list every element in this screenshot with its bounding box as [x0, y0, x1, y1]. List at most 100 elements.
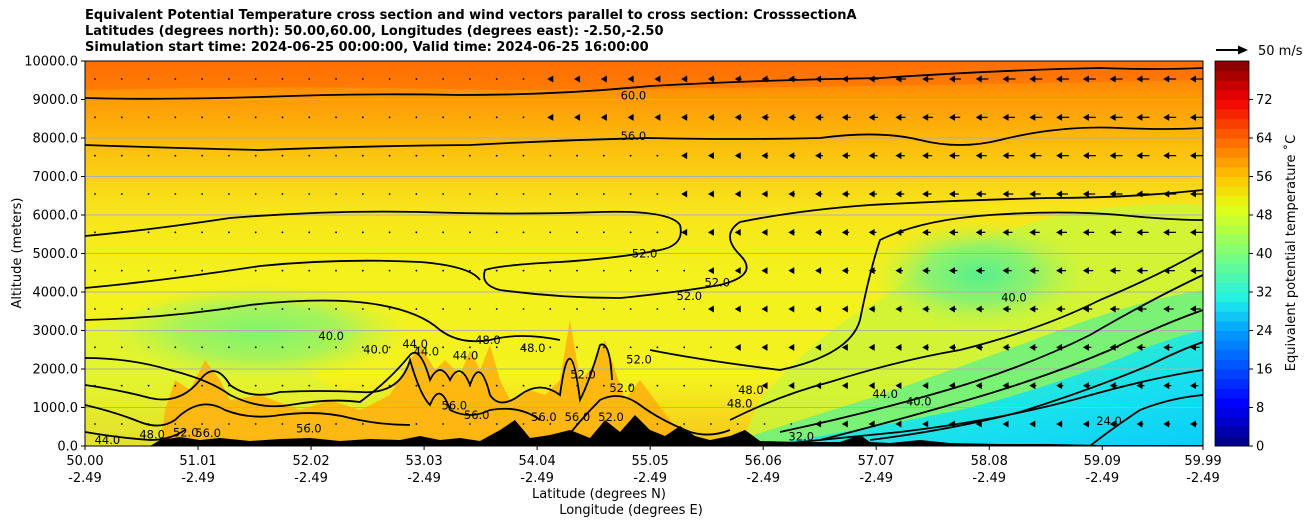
- wind-vector-head: [1056, 267, 1063, 275]
- y-tick-label: 4000.0: [33, 286, 79, 301]
- wind-vector: [495, 423, 498, 425]
- wind-vector: [174, 116, 177, 119]
- wind-vector: [147, 384, 150, 387]
- wind-vector: [335, 154, 337, 157]
- contour-label: 40.0: [318, 329, 344, 343]
- wind-vector-head: [1190, 190, 1196, 198]
- wind-vector-head: [627, 75, 634, 83]
- contour-lower-middle: [559, 395, 731, 446]
- wind-vector: [228, 78, 230, 80]
- y-tick-label: 5000.0: [33, 247, 79, 262]
- wind-vector: [308, 423, 311, 425]
- colorbar-band: [1215, 186, 1249, 197]
- wind-vector-head: [761, 190, 768, 198]
- contour-label: 40.0: [906, 395, 932, 409]
- wind-vector: [495, 231, 498, 234]
- wind-vector-head: [761, 267, 768, 275]
- wind-vector-head: [1029, 228, 1036, 236]
- wind-vector-head: [948, 305, 955, 313]
- wind-vector: [469, 346, 471, 349]
- wind-vector: [94, 346, 96, 349]
- wind-vector-head: [1002, 113, 1009, 121]
- wind-vector: [281, 78, 284, 80]
- wind-vector-head: [1082, 305, 1089, 313]
- wind-vector: [549, 193, 552, 195]
- contour-label: 32.0: [788, 429, 814, 443]
- wind-vector: [442, 116, 445, 119]
- wind-vector-head: [895, 267, 902, 275]
- wind-vector: [656, 231, 659, 234]
- wind-vector-head: [975, 382, 982, 390]
- wind-vector: [228, 193, 230, 195]
- wind-vector: [415, 193, 418, 195]
- wind-vector: [415, 384, 418, 387]
- colorbar-band: [1215, 340, 1249, 351]
- wind-vector: [469, 308, 471, 310]
- colorbar-band: [1215, 234, 1249, 245]
- wind-vector-head: [1109, 152, 1116, 160]
- wind-vector-head: [707, 75, 714, 83]
- contour-label: 48.0: [727, 397, 753, 411]
- wind-vector-head: [895, 382, 902, 390]
- wind-vector-head: [1136, 267, 1143, 275]
- colorbar-band: [1215, 426, 1249, 437]
- wind-vector-head: [761, 152, 768, 160]
- wind-vector: [94, 269, 96, 272]
- wind-vector: [361, 346, 364, 349]
- contour-label: 52.0: [626, 352, 652, 366]
- x-tick-label-lat: 52.02: [292, 454, 329, 469]
- wind-vector: [335, 116, 337, 119]
- colorbar-tick-label: 72: [1256, 93, 1273, 108]
- wind-vector-head: [734, 305, 741, 313]
- wind-vector: [549, 308, 552, 310]
- contour-label: 56.0: [621, 129, 647, 143]
- wind-vector-head: [681, 113, 688, 121]
- wind-vector: [254, 78, 257, 80]
- wind-vector: [790, 423, 793, 425]
- wind-vector-head: [975, 113, 982, 121]
- wind-vector: [120, 308, 123, 310]
- wind-vector: [361, 384, 364, 387]
- wind-vector: [388, 78, 391, 80]
- wind-vector-head: [1082, 113, 1089, 121]
- x-tick-label-lat: 59.99: [1184, 454, 1221, 469]
- wind-vector: [281, 346, 284, 349]
- wind-vector: [201, 154, 204, 157]
- x-tick-label-lon: -2.49: [294, 471, 328, 486]
- colorbar-tick-label: 8: [1256, 401, 1264, 416]
- contour-48-upper: [85, 299, 561, 343]
- wind-vector-head: [1109, 267, 1116, 275]
- terrain-profile: [85, 415, 1203, 446]
- wind-vector: [522, 78, 525, 80]
- wind-vector-head: [788, 113, 795, 121]
- colorbar-tick-label: 24: [1256, 324, 1273, 339]
- wind-vector: [228, 423, 230, 425]
- wind-vector-head: [1190, 152, 1196, 160]
- wind-vector: [415, 78, 418, 80]
- wind-vector: [415, 269, 418, 272]
- colorbar-tick-label: 64: [1256, 132, 1273, 147]
- wind-vector-head: [922, 382, 929, 390]
- wind-vector: [549, 384, 552, 387]
- wind-vector: [469, 423, 471, 425]
- colorbar-band: [1215, 263, 1249, 274]
- colorbar-band: [1215, 292, 1249, 303]
- wind-vector: [174, 78, 177, 80]
- colorbar-band: [1215, 282, 1249, 293]
- wind-vector: [602, 231, 605, 234]
- wind-vector-head: [1082, 382, 1089, 390]
- wind-vector-head: [1109, 113, 1116, 121]
- wind-vector: [388, 193, 391, 195]
- wind-vector: [201, 384, 204, 387]
- x-tick-label-lon: -2.49: [407, 471, 441, 486]
- x-tick-label-lat: 59.09: [1084, 454, 1121, 469]
- wind-vector: [120, 269, 123, 272]
- wind-vector: [228, 154, 230, 157]
- wind-vector: [147, 193, 150, 195]
- wind-vector-head: [1190, 228, 1196, 236]
- wind-vector: [469, 193, 471, 195]
- wind-vector-head: [1163, 152, 1170, 160]
- colorbar-band: [1215, 253, 1249, 264]
- y-tick-label: 7000.0: [33, 170, 79, 185]
